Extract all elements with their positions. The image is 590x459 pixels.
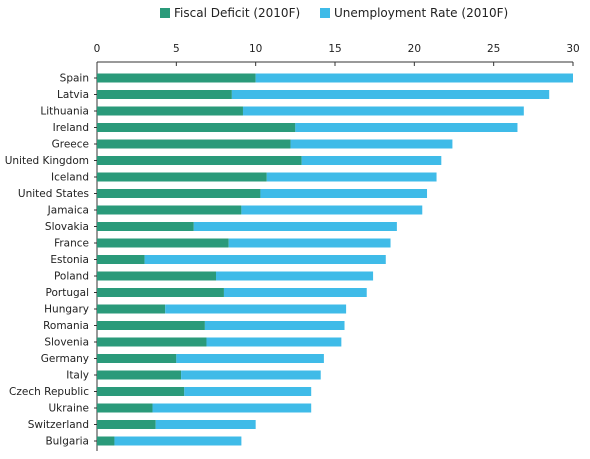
bar-unemployment-rate xyxy=(295,123,518,132)
category-label: France xyxy=(54,238,89,250)
bar-unemployment-rate xyxy=(242,106,524,116)
bar-fiscal-deficit xyxy=(97,156,302,165)
bar-fiscal-deficit xyxy=(97,172,267,182)
category-label: Poland xyxy=(54,271,89,283)
legend-item-unemployment-rate: Unemployment Rate (2010F) xyxy=(320,6,508,20)
chart-legend: Fiscal Deficit (2010F) Unemployment Rate… xyxy=(0,4,590,24)
legend-label-unemployment-rate: Unemployment Rate (2010F) xyxy=(334,6,509,20)
bar-fiscal-deficit xyxy=(97,255,145,264)
x-tick-label: 30 xyxy=(566,43,579,55)
category-label: Portugal xyxy=(46,287,90,299)
bar-unemployment-rate xyxy=(206,337,342,347)
bar-fiscal-deficit xyxy=(97,205,242,215)
bar-unemployment-rate xyxy=(165,304,347,314)
bar-fiscal-deficit xyxy=(97,387,185,396)
category-label: Czech Republic xyxy=(9,386,89,398)
bar-unemployment-rate xyxy=(144,255,386,264)
bar-fiscal-deficit xyxy=(97,139,291,149)
legend-item-fiscal-deficit: Fiscal Deficit (2010F) xyxy=(160,6,300,20)
bar-unemployment-rate xyxy=(301,156,442,165)
bar-fiscal-deficit xyxy=(97,354,177,363)
legend-swatch-fiscal-deficit xyxy=(160,8,170,18)
bar-unemployment-rate xyxy=(266,172,437,182)
category-label: Ireland xyxy=(53,122,89,134)
x-tick-label: 0 xyxy=(94,43,101,55)
bar-unemployment-rate xyxy=(228,238,391,248)
bar-unemployment-rate xyxy=(241,205,423,215)
category-label: Switzerland xyxy=(28,419,89,431)
bar-fiscal-deficit xyxy=(97,189,261,198)
bar-unemployment-rate xyxy=(181,370,321,380)
category-label: Italy xyxy=(66,370,89,382)
category-label: Estonia xyxy=(50,254,89,266)
bar-fiscal-deficit xyxy=(97,288,224,297)
bar-fiscal-deficit xyxy=(97,73,256,83)
bar-unemployment-rate xyxy=(155,420,256,429)
x-tick-label: 25 xyxy=(487,43,500,55)
bar-fiscal-deficit xyxy=(97,123,296,132)
bar-fiscal-deficit xyxy=(97,370,182,380)
legend-swatch-unemployment-rate xyxy=(320,8,330,18)
legend-label-fiscal-deficit: Fiscal Deficit (2010F) xyxy=(174,6,301,20)
bar-fiscal-deficit xyxy=(97,304,166,314)
bar-fiscal-deficit xyxy=(97,106,243,116)
category-label: Bulgaria xyxy=(45,436,89,448)
bar-unemployment-rate xyxy=(231,90,550,99)
category-label: Lithuania xyxy=(40,106,89,118)
bar-fiscal-deficit xyxy=(97,271,216,281)
category-label: Slovenia xyxy=(44,337,89,349)
bar-fiscal-deficit xyxy=(97,222,194,231)
x-tick-label: 15 xyxy=(328,43,341,55)
category-label: Jamaica xyxy=(47,205,89,217)
bar-fiscal-deficit xyxy=(97,321,205,330)
category-label: Latvia xyxy=(57,89,89,101)
x-tick-label: 20 xyxy=(408,43,421,55)
category-label: Ukraine xyxy=(48,403,89,415)
category-label: Slovakia xyxy=(45,221,89,233)
category-label: Romania xyxy=(43,320,89,332)
bar-fiscal-deficit xyxy=(97,337,207,347)
bar-unemployment-rate xyxy=(114,436,242,446)
bar-unemployment-rate xyxy=(255,73,573,83)
bar-fiscal-deficit xyxy=(97,238,229,248)
category-label: United States xyxy=(18,188,89,200)
category-label: Iceland xyxy=(51,172,89,184)
x-tick-label: 10 xyxy=(249,43,262,55)
bar-unemployment-rate xyxy=(184,387,312,396)
bar-unemployment-rate xyxy=(176,354,324,363)
bar-unemployment-rate xyxy=(260,189,428,198)
bar-fiscal-deficit xyxy=(97,420,156,429)
x-tick-label: 5 xyxy=(173,43,180,55)
bar-fiscal-deficit xyxy=(97,436,115,446)
bar-unemployment-rate xyxy=(204,321,345,330)
bar-unemployment-rate xyxy=(223,288,367,297)
bar-fiscal-deficit xyxy=(97,403,153,413)
bar-unemployment-rate xyxy=(290,139,453,149)
bar-fiscal-deficit xyxy=(97,90,232,99)
category-label: Spain xyxy=(60,73,89,85)
bar-unemployment-rate xyxy=(193,222,397,231)
category-label: Greece xyxy=(52,139,89,151)
category-label: United Kingdom xyxy=(5,155,89,167)
category-label: Hungary xyxy=(44,304,89,316)
bar-unemployment-rate xyxy=(216,271,374,281)
bar-unemployment-rate xyxy=(152,403,312,413)
category-label: Germany xyxy=(41,353,89,365)
